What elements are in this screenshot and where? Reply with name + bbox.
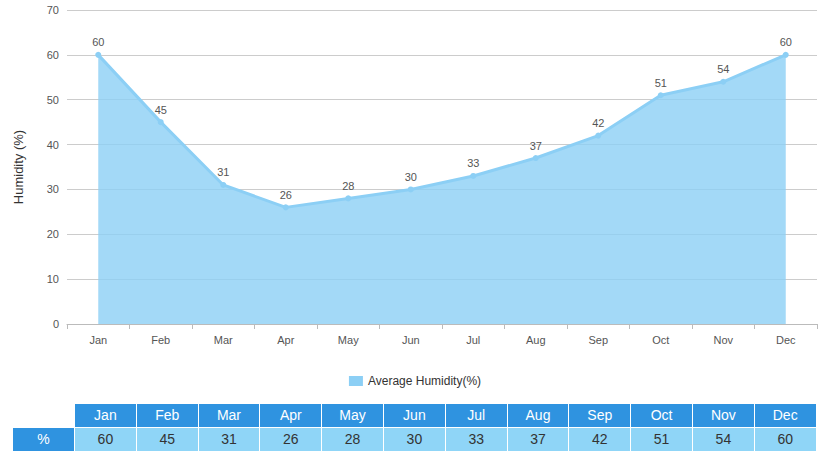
html-text:28: 28 (344, 431, 361, 447)
svg-text:10: 10 (47, 273, 59, 285)
svg-text:54: 54 (717, 63, 729, 75)
svg-text:Feb: Feb (151, 334, 170, 346)
html-text:May: May (339, 407, 366, 423)
html-text:37: 37 (530, 431, 546, 447)
html-text:Jul: Jul (467, 407, 486, 423)
html-text:54: 54 (715, 431, 732, 447)
svg-text:0: 0 (53, 318, 59, 330)
html-text:45: 45 (159, 431, 175, 447)
html-text:42: 42 (592, 431, 608, 447)
html-text:Feb: Feb (155, 407, 180, 423)
svg-text:Average Humidity(%): Average Humidity(%) (368, 374, 481, 388)
svg-text:70: 70 (47, 4, 59, 16)
svg-text:26: 26 (280, 189, 292, 201)
html-text:60: 60 (97, 431, 114, 447)
html-text:Sep: Sep (587, 407, 613, 423)
svg-text:Mar: Mar (214, 334, 233, 346)
svg-text:60: 60 (780, 36, 792, 48)
svg-text:30: 30 (405, 171, 417, 183)
svg-text:28: 28 (342, 180, 354, 192)
svg-text:Jun: Jun (402, 334, 420, 346)
html-text:31: 31 (221, 431, 237, 447)
html-text:Aug: Aug (525, 407, 551, 423)
html-text:51: 51 (653, 431, 670, 447)
svg-text:Humidity (%): Humidity (%) (11, 130, 26, 204)
svg-text:31: 31 (217, 166, 229, 178)
html-text:33: 33 (468, 431, 484, 447)
html-text:Apr: Apr (279, 407, 302, 423)
svg-text:Nov: Nov (713, 334, 733, 346)
svg-text:60: 60 (92, 36, 104, 48)
svg-text:60: 60 (47, 49, 59, 61)
html-text:Jun: Jun (403, 407, 426, 423)
html-text:60: 60 (777, 431, 793, 447)
svg-text:30: 30 (47, 183, 59, 195)
svg-text:45: 45 (155, 104, 167, 116)
svg-text:42: 42 (592, 117, 604, 129)
svg-text:Sep: Sep (588, 334, 608, 346)
svg-text:40: 40 (47, 139, 59, 151)
svg-text:37: 37 (530, 140, 542, 152)
svg-text:Oct: Oct (652, 334, 669, 346)
svg-text:Aug: Aug (526, 334, 546, 346)
html-text:Mar: Mar (216, 407, 241, 423)
svg-text:20: 20 (47, 228, 59, 240)
html-text:Nov: Nov (710, 407, 736, 423)
svg-text:33: 33 (467, 157, 479, 169)
html-text:Dec: Dec (772, 407, 798, 423)
svg-text:Apr: Apr (277, 334, 294, 346)
svg-text:May: May (338, 334, 359, 346)
svg-text:51: 51 (655, 77, 667, 89)
svg-text:Jan: Jan (89, 334, 107, 346)
svg-text:Jul: Jul (466, 334, 480, 346)
html-text:Jan: Jan (94, 407, 117, 423)
html-text:Oct: Oct (650, 407, 673, 423)
svg-text:Dec: Dec (776, 334, 796, 346)
svg-text:50: 50 (47, 94, 59, 106)
html-text:26: 26 (283, 431, 299, 447)
html-text:30: 30 (406, 431, 423, 447)
